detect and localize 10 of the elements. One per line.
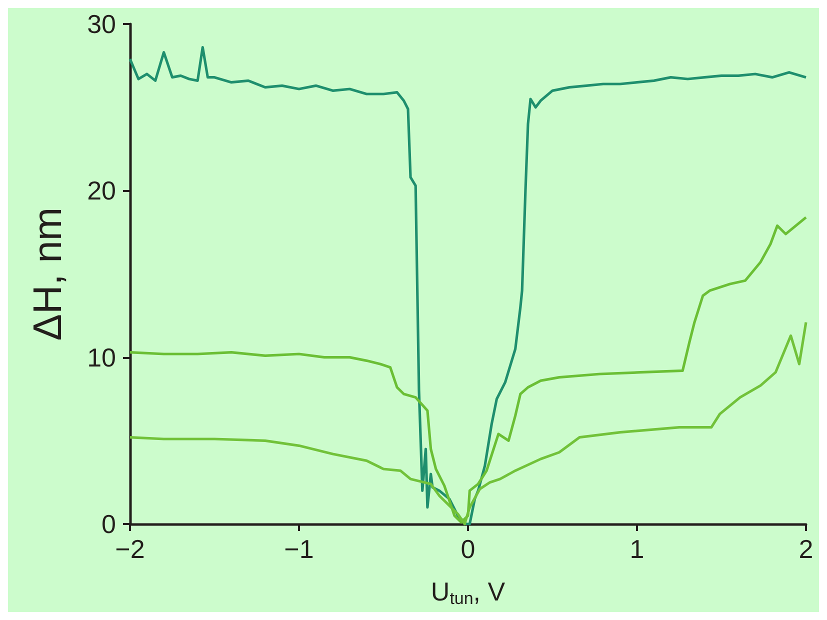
y-tick-label: 0 [102, 509, 116, 539]
y-tick-label: 30 [87, 9, 116, 39]
x-tick-label: 0 [460, 534, 476, 564]
y-tick-label: 10 [87, 342, 116, 372]
x-tick-label: −1 [284, 534, 314, 564]
y-axis-title: ΔH, nm [26, 207, 70, 341]
y-tick-label: 20 [87, 176, 116, 206]
x-tick-label: 2 [798, 534, 814, 564]
x-tick-label: −2 [115, 534, 145, 564]
x-tick-label: 1 [630, 534, 644, 564]
